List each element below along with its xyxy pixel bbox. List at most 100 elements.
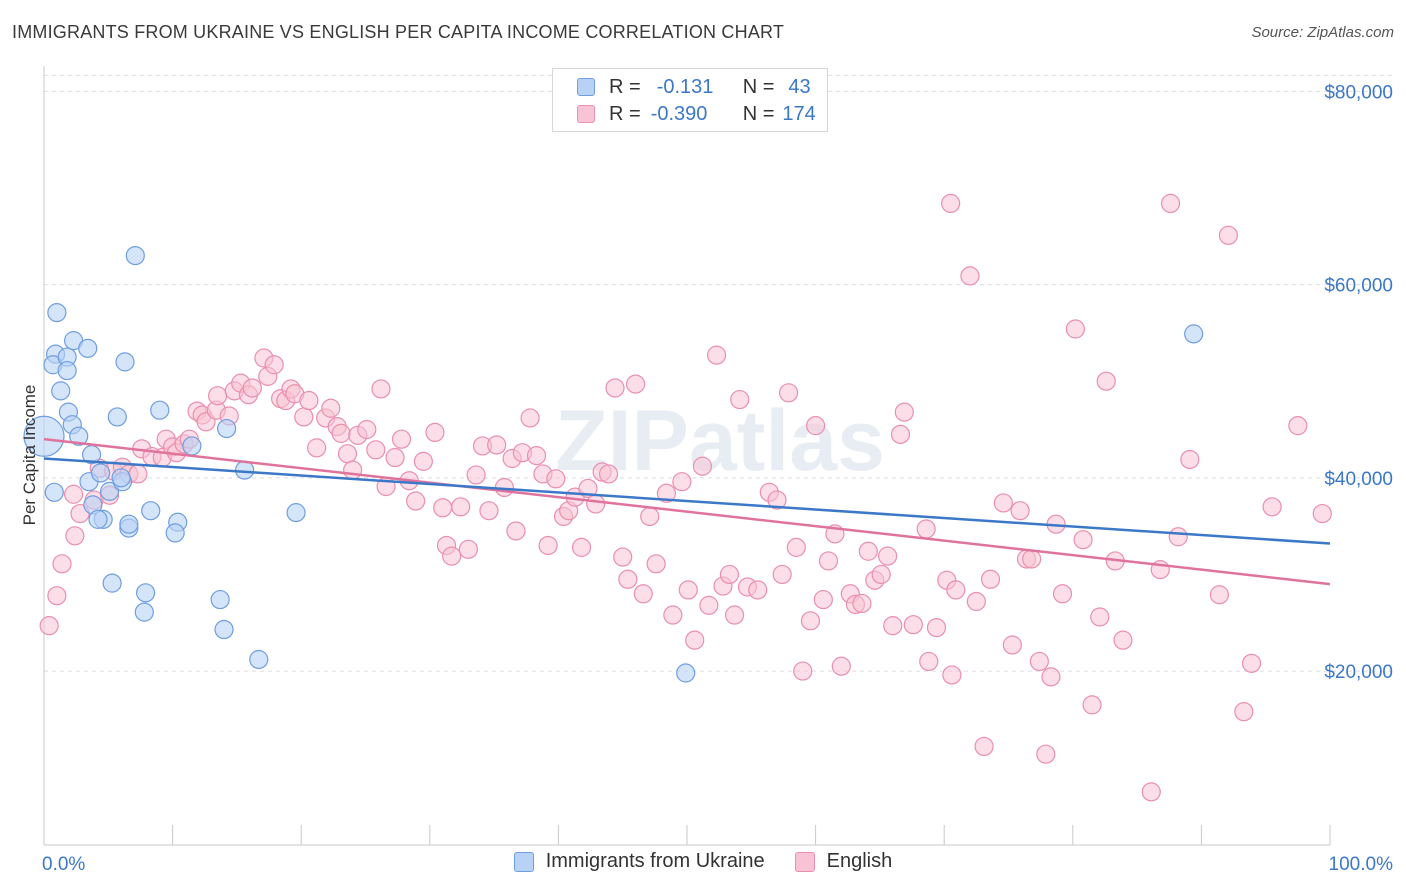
english-point (479, 501, 499, 521)
ukraine-point (115, 352, 135, 372)
y-tick-labels: $20,000 $40,000 $60,000 $80,000 (1324, 82, 1393, 683)
legend-r-label: R = (609, 75, 641, 98)
english-point (748, 580, 768, 600)
ukraine-point (165, 523, 185, 543)
x-tick-labels: 0.0% 100.0% (42, 854, 1393, 875)
ukraine-point (107, 407, 127, 427)
english-point (526, 446, 547, 466)
english-point (52, 554, 72, 574)
english-point (538, 535, 558, 556)
english-point (1168, 527, 1188, 547)
english-point (458, 539, 478, 559)
legend-r-value-ukraine: -0.131 (656, 75, 714, 98)
ukraine-point (90, 463, 111, 483)
english-point (778, 383, 799, 403)
english-point (692, 456, 713, 476)
ukraine-point (150, 400, 170, 420)
ukraine-point (1184, 324, 1204, 344)
english-point (793, 661, 813, 681)
english-point (730, 389, 750, 410)
english-point (772, 564, 792, 585)
english-point (1180, 449, 1200, 470)
y-tick-label: $40,000 (1324, 469, 1393, 490)
english-point (1090, 607, 1110, 627)
y-tick-label: $20,000 (1324, 662, 1393, 683)
english-point (625, 374, 646, 394)
english-point (878, 546, 898, 566)
bottom-legend-swatch-ukraine (513, 851, 534, 872)
ukraine-trend-line (43, 457, 1331, 545)
english-point (1241, 653, 1262, 673)
english-point (425, 422, 445, 443)
english-point (966, 591, 986, 612)
english-point (613, 547, 633, 567)
english-point (598, 464, 619, 484)
english-point (242, 378, 262, 398)
legend-r-value-english: -0.390 (650, 102, 708, 125)
ukraine-point (57, 360, 77, 381)
legend-n-value-ukraine: 43 (788, 75, 811, 98)
english-point (894, 402, 914, 422)
english-point (385, 447, 405, 468)
english-point (818, 551, 839, 571)
english-point (357, 419, 377, 440)
english-point (586, 494, 606, 514)
legend-swatch-ukraine (577, 78, 595, 96)
ukraine-point (99, 481, 120, 501)
ukraine-point (286, 503, 306, 523)
english-point (852, 593, 872, 614)
english-point (883, 616, 903, 636)
english-point (786, 537, 806, 557)
bottom-legend-english: English (794, 850, 893, 873)
english-point (371, 379, 391, 399)
english-point (699, 595, 719, 615)
ukraine-point (88, 509, 108, 529)
english-point (1096, 371, 1116, 391)
bottom-legend-ukraine: Immigrants from Ukraine (513, 850, 765, 873)
x-tick-label: 100.0% (1329, 854, 1394, 875)
legend-row-english: R = -0.390 N = 174 (577, 102, 816, 126)
legend-n-label: N = (742, 75, 775, 98)
ukraine-point (182, 436, 202, 456)
english-point (1218, 225, 1239, 245)
ukraine-point (217, 418, 237, 439)
english-point (605, 378, 625, 398)
english-point (1022, 549, 1042, 569)
ukraine-point (44, 482, 64, 502)
y-tick-label: $80,000 (1324, 82, 1393, 103)
legend-box: R = -0.131 N = 43 R = -0.390 N = 174 (552, 68, 828, 132)
english-point (813, 589, 833, 610)
english-point (618, 569, 638, 589)
english-point (858, 541, 878, 561)
english-point (663, 605, 683, 625)
y-tick-label: $60,000 (1324, 276, 1393, 297)
english-point (672, 472, 692, 492)
y-axis-label: Per Capita Income (20, 384, 39, 526)
legend-row-ukraine: R = -0.131 N = 43 (577, 75, 811, 99)
bottom-legend-swatch-english (794, 851, 815, 872)
ukraine-point (23, 415, 65, 457)
english-point (926, 617, 947, 638)
english-point (1234, 702, 1254, 722)
bottom-legend-label-ukraine: Immigrants from Ukraine (545, 850, 765, 872)
ukraine-point (119, 514, 139, 534)
trend-lines (43, 437, 1331, 586)
ukraine-point (51, 381, 71, 401)
source-label: Source: ZipAtlas.com (1251, 24, 1394, 41)
ukraine-point (676, 663, 696, 683)
english-point (506, 521, 526, 541)
english-point (640, 506, 660, 527)
english-point (208, 386, 228, 406)
english-point (916, 519, 936, 539)
bottom-legend-label-english: English (826, 850, 893, 872)
ukraine-point (249, 649, 269, 670)
english-point (1160, 193, 1181, 214)
english-point (1010, 501, 1030, 521)
english-point (767, 490, 787, 510)
english-point (633, 584, 653, 604)
ukraine-point (214, 619, 234, 640)
english-point (546, 469, 566, 489)
english-point (946, 580, 966, 600)
english-point (942, 665, 962, 685)
